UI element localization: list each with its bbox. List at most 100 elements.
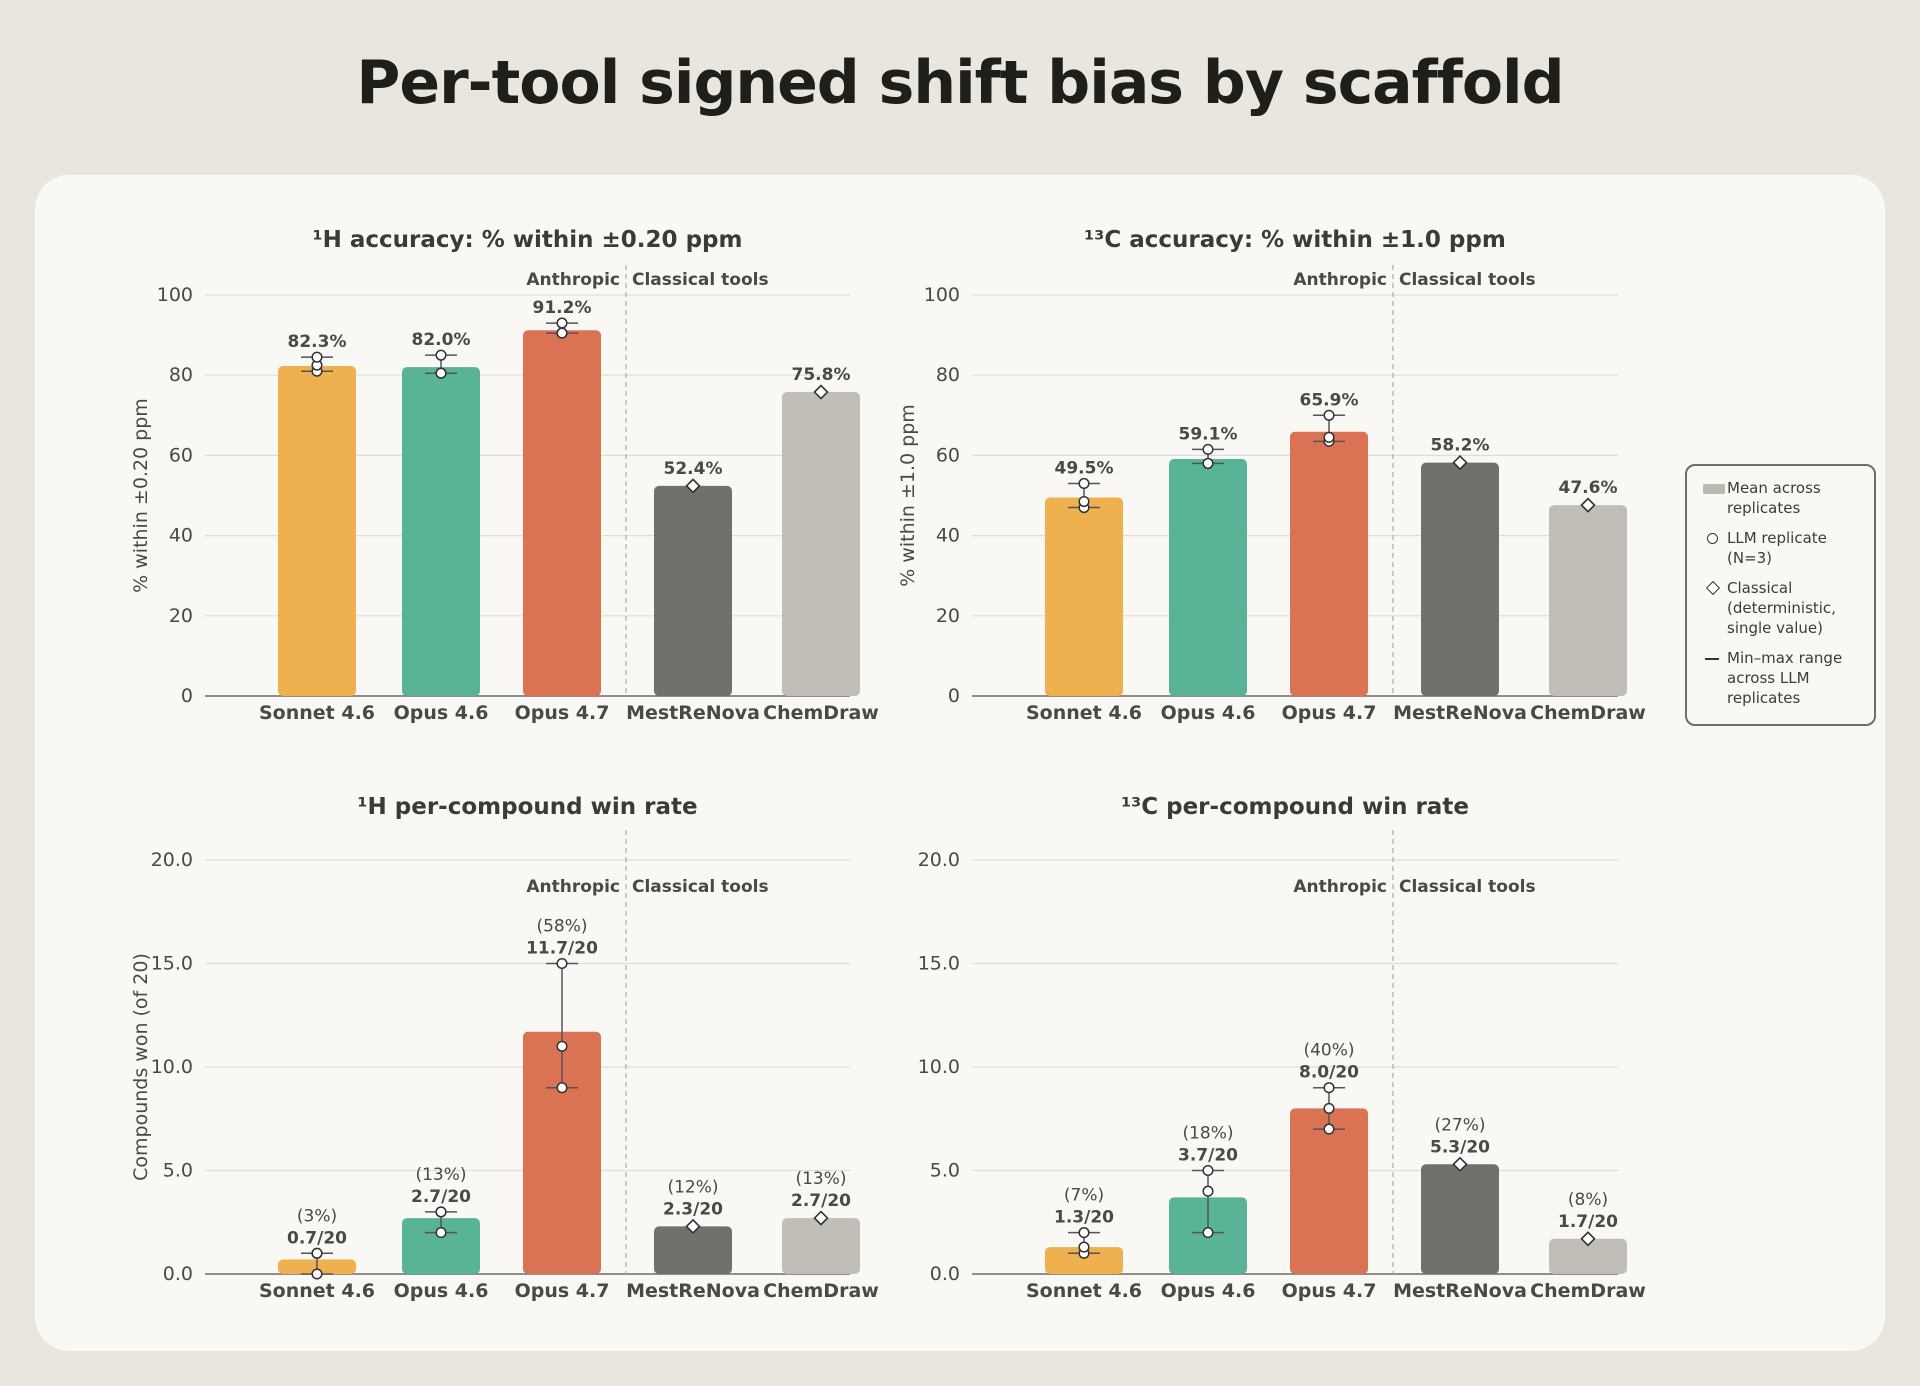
- replicate-marker: [556, 327, 568, 339]
- value-label: 49.5%: [1055, 458, 1114, 478]
- replicate-marker: [435, 349, 447, 361]
- y-axis-label: % within ±0.20 ppm: [130, 398, 152, 593]
- value-label: 2.7/20: [411, 1187, 471, 1207]
- value-label: 82.0%: [412, 330, 471, 350]
- classical-marker: [1580, 1231, 1596, 1247]
- subplot-title: ¹³C accuracy: % within ±1.0 ppm: [1084, 227, 1506, 253]
- x-tick-label: Opus 4.6: [394, 702, 489, 724]
- x-tick-label: MestReNova: [1393, 702, 1527, 724]
- y-tick-label: 0.0: [930, 1263, 960, 1285]
- bar-opus-4-7: [523, 1031, 601, 1274]
- y-tick-label: 10.0: [151, 1056, 193, 1078]
- replicate-marker: [1323, 409, 1335, 421]
- circle-marker-icon: [1707, 533, 1718, 544]
- y-tick-label: 80: [169, 364, 193, 386]
- group-label-classical: Classical tools: [632, 877, 769, 897]
- x-tick-label: Sonnet 4.6: [1026, 702, 1142, 724]
- value-label: 65.9%: [1300, 390, 1359, 410]
- replicate-marker: [1078, 1227, 1090, 1239]
- replicate-marker: [1202, 1227, 1214, 1239]
- bar-chemdraw: [1549, 1238, 1627, 1274]
- bar-chemdraw: [782, 392, 860, 696]
- value-label: 2.7/20: [791, 1191, 851, 1211]
- percent-label: (3%): [297, 1206, 337, 1226]
- x-tick-label: Opus 4.7: [1282, 702, 1377, 724]
- chart-4: ¹³C per-compound win rate 0.0 5.0 10.0 15.0 2…: [918, 794, 1646, 1302]
- bar-opus-4-7: [523, 330, 601, 696]
- value-label: 11.7/20: [526, 939, 598, 959]
- replicate-marker: [435, 1227, 447, 1239]
- percent-label: (27%): [1434, 1115, 1485, 1135]
- classical-marker: [1580, 497, 1596, 513]
- x-tick-label: ChemDraw: [763, 702, 879, 724]
- x-tick-label: Opus 4.7: [515, 702, 610, 724]
- value-label: 2.3/20: [663, 1199, 723, 1219]
- group-label-anthropic: Anthropic: [526, 270, 620, 290]
- value-label: 0.7/20: [287, 1228, 347, 1248]
- y-tick-label: 20: [936, 605, 960, 627]
- subplot-title: ¹H per-compound win rate: [357, 794, 697, 820]
- y-tick-label: 10.0: [918, 1056, 960, 1078]
- legend-label-range: Min–max range across LLM replicates: [1727, 649, 1843, 707]
- legend-label-classical: Classical (deterministic, single value): [1727, 579, 1836, 637]
- replicate-marker: [1202, 1185, 1214, 1197]
- x-tick-label: Sonnet 4.6: [259, 702, 375, 724]
- replicate-marker: [1323, 1123, 1335, 1135]
- percent-label: (7%): [1064, 1186, 1104, 1206]
- y-axis-label: Compounds won (of 20): [130, 953, 152, 1181]
- value-label: 1.3/20: [1054, 1208, 1114, 1228]
- bar-mestrenova: [654, 1226, 732, 1274]
- bar-opus-4-6: [1169, 459, 1247, 696]
- classical-marker: [813, 384, 829, 400]
- range-line-icon: [1705, 658, 1719, 660]
- replicate-marker: [556, 317, 568, 329]
- percent-label: (12%): [667, 1177, 718, 1197]
- legend-label-mean: Mean across replicates: [1727, 479, 1821, 517]
- y-tick-label: 60: [936, 444, 960, 466]
- percent-label: (18%): [1182, 1124, 1233, 1144]
- x-tick-label: MestReNova: [626, 702, 760, 724]
- y-tick-label: 0.0: [163, 1263, 193, 1285]
- chart-2: ¹³C accuracy: % within ±1.0 ppm 0 20 40 60 80…: [897, 227, 1646, 724]
- legend: Mean across replicates LLM replicate (N=…: [1685, 464, 1876, 726]
- percent-label: (8%): [1568, 1190, 1608, 1210]
- y-tick-label: 100: [157, 284, 193, 306]
- percent-label: (13%): [795, 1169, 846, 1189]
- y-tick-label: 40: [169, 525, 193, 547]
- value-label: 91.2%: [533, 298, 592, 318]
- replicate-marker: [311, 1268, 323, 1280]
- chart-panel: ¹H accuracy: % within ±0.20 ppm 0 20 40 60 80…: [35, 175, 1885, 1351]
- value-label: 52.4%: [664, 459, 723, 479]
- x-tick-label: ChemDraw: [763, 1280, 879, 1302]
- legend-item-range: Min–max range across LLM replicates: [1701, 648, 1866, 708]
- replicate-marker: [1078, 495, 1090, 508]
- y-tick-label: 5.0: [163, 1160, 193, 1182]
- y-tick-label: 20: [169, 605, 193, 627]
- replicate-marker: [1078, 1241, 1090, 1253]
- diamond-marker-icon: [1705, 580, 1721, 596]
- group-label-classical: Classical tools: [632, 270, 769, 290]
- group-label-anthropic: Anthropic: [1293, 877, 1387, 897]
- value-label: 8.0/20: [1299, 1063, 1359, 1083]
- percent-label: (58%): [536, 917, 587, 937]
- classical-marker: [1452, 1156, 1468, 1172]
- value-label: 47.6%: [1559, 478, 1618, 498]
- value-label: 58.2%: [1431, 436, 1490, 456]
- subplot-title: ¹H accuracy: % within ±0.20 ppm: [313, 227, 743, 253]
- value-label: 82.3%: [288, 332, 347, 352]
- bar-mestrenova: [654, 485, 732, 696]
- legend-label-llm: LLM replicate (N=3): [1727, 529, 1827, 567]
- y-tick-label: 100: [924, 284, 960, 306]
- chart-title: Per-tool signed shift bias by scaffold: [356, 48, 1564, 118]
- y-tick-label: 0: [948, 685, 960, 707]
- value-label: 59.1%: [1179, 424, 1238, 444]
- value-label: 1.7/20: [1558, 1212, 1618, 1232]
- bar-chemdraw: [1549, 505, 1627, 696]
- replicate-marker: [311, 1247, 323, 1259]
- replicate-marker: [1202, 457, 1214, 469]
- x-tick-label: MestReNova: [1393, 1280, 1527, 1302]
- replicate-marker: [1323, 1102, 1335, 1114]
- charts-canvas: ¹H accuracy: % within ±0.20 ppm 0 20 40 60 80…: [130, 227, 1646, 1302]
- bar-sonnet-4-6: [1045, 1247, 1123, 1274]
- x-tick-label: Opus 4.6: [394, 1280, 489, 1302]
